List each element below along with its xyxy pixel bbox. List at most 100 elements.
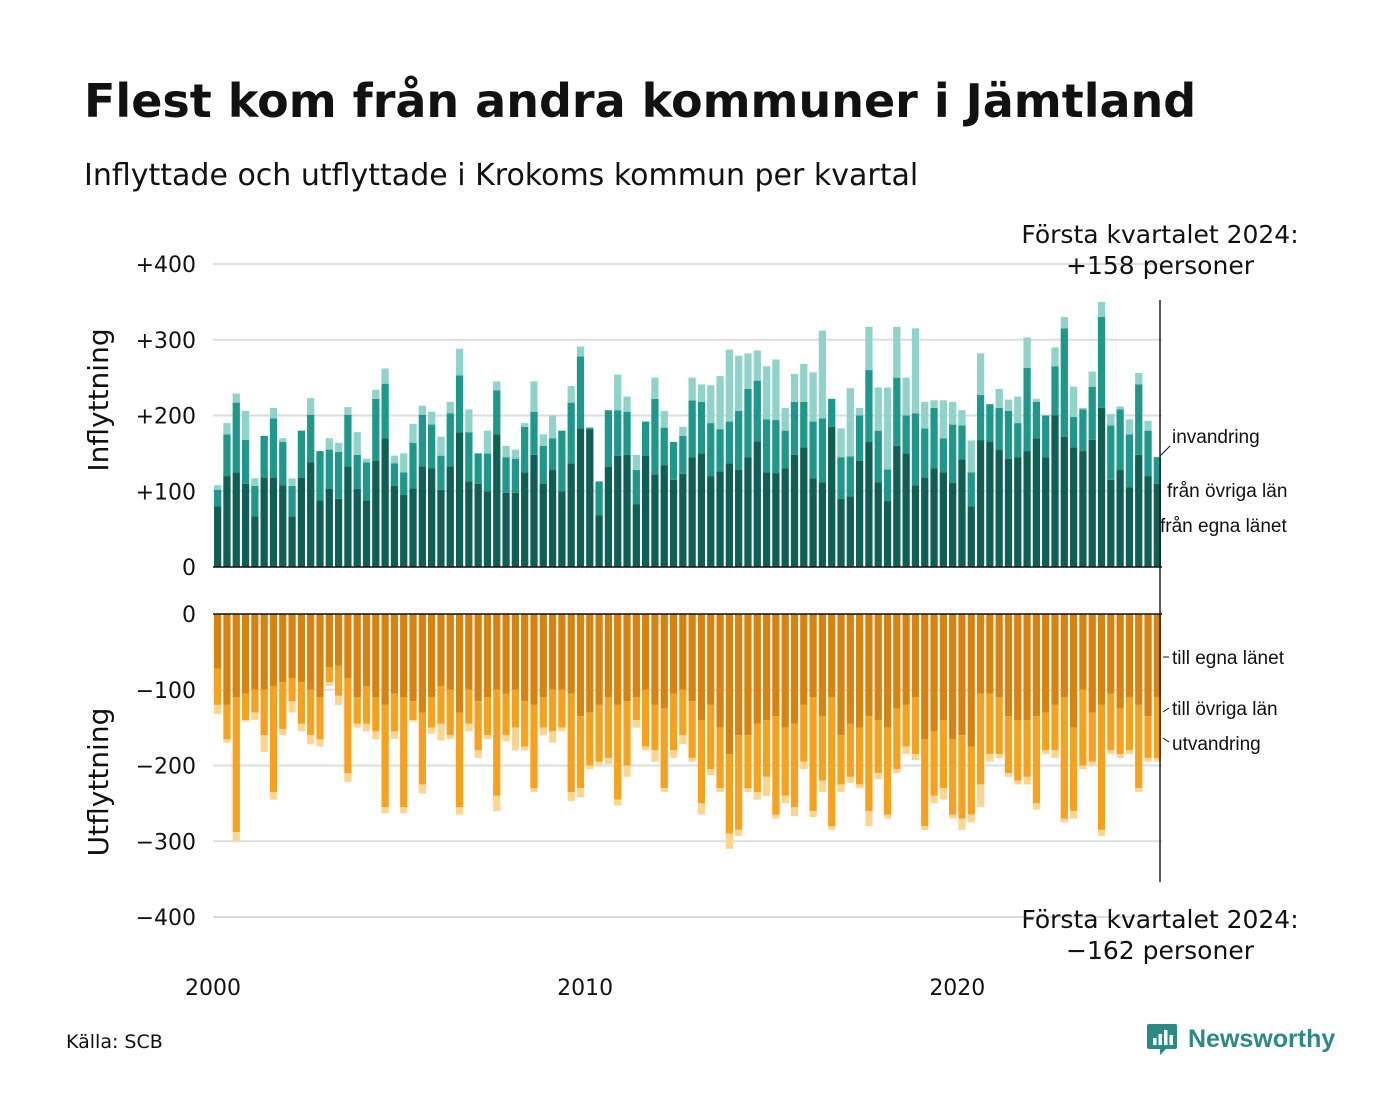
outflow-bar-other-counties	[930, 731, 938, 796]
inflow-bar-own-county	[214, 506, 222, 567]
inflow-bar-immigration	[688, 377, 696, 401]
outflow-bar-emigration	[772, 814, 780, 819]
inflow-bar-other-counties	[846, 456, 854, 497]
inflow-bar-own-county	[483, 491, 492, 567]
inflow-bar-own-county	[753, 441, 761, 567]
outflow-bar-own-county	[623, 614, 631, 702]
outflow-bar-other-counties	[949, 738, 957, 815]
outflow-bar-own-county	[1088, 614, 1096, 713]
inflow-bar-immigration	[893, 326, 901, 378]
inflow-bar-other-counties	[902, 415, 910, 454]
outflow-bar-own-county	[232, 614, 240, 698]
inflow-bar-immigration	[502, 445, 510, 458]
inflow-bar-immigration	[623, 396, 631, 412]
inflow-bar-own-county	[269, 477, 278, 567]
outflow-bar-emigration	[493, 795, 501, 811]
outflow-bar-own-county	[707, 614, 715, 705]
outflow-bar-other-counties	[865, 716, 873, 811]
outflow-bar-emigration	[1088, 761, 1096, 766]
outflow-bar-emigration	[232, 832, 240, 842]
outflow-bar-own-county	[567, 614, 575, 694]
outflow-bar-own-county	[586, 614, 594, 713]
outflow-bar-emigration	[716, 788, 724, 793]
inflow-bar-own-county	[614, 455, 622, 567]
outflow-bar-own-county	[418, 614, 426, 713]
outflow-bar-other-counties	[772, 716, 780, 815]
inflow-bar-other-counties	[381, 383, 389, 439]
outflow-bar-other-counties	[548, 689, 557, 732]
outflow-bar-emigration	[539, 727, 547, 736]
outflow-bar-other-counties	[511, 689, 520, 728]
inflow-bar-own-county	[893, 445, 901, 567]
inflow-bar-immigration	[1107, 413, 1115, 426]
outflow-bar-emigration	[911, 754, 920, 761]
inflow-bar-own-county	[521, 472, 529, 567]
outflow-bar-other-counties	[837, 735, 845, 785]
outflow-bar-emigration	[530, 788, 538, 793]
outflow-bar-own-county	[697, 614, 706, 721]
outflow-bar-own-county	[1032, 614, 1041, 717]
inflow-tick-label: +100	[136, 480, 196, 505]
outflow-bar-emigration	[586, 765, 594, 770]
outflow-bar-own-county	[865, 614, 873, 717]
outflow-bar-other-counties	[483, 697, 492, 736]
inflow-bar-other-counties	[716, 429, 724, 472]
inflow-bar-immigration	[1023, 337, 1031, 368]
inflow-bar-own-county	[874, 482, 882, 567]
inflow-bar-own-county	[297, 477, 306, 567]
inflow-bar-own-county	[1051, 415, 1059, 567]
outflow-tick-labels: 0 −100 −200 −300 −400	[136, 603, 196, 931]
outflow-bar-other-counties	[1107, 693, 1115, 751]
outflow-bar-other-counties	[334, 665, 343, 696]
outflow-bar-own-county	[1097, 614, 1106, 705]
outflow-bar-own-county	[558, 614, 566, 690]
inflow-bar-own-county	[669, 479, 678, 567]
inflow-bar-other-counties	[1060, 328, 1068, 437]
outflow-bar-other-counties	[418, 712, 426, 785]
inflow-bar-own-county	[530, 454, 538, 567]
outflow-bar-own-county	[214, 614, 222, 669]
inflow-bar-own-county	[539, 483, 547, 567]
outflow-bar-own-county	[1116, 614, 1124, 709]
inflow-bar-other-counties	[362, 462, 371, 501]
inflow-bar-own-county	[1088, 439, 1096, 567]
inflow-bar-other-counties	[614, 410, 622, 456]
inflow-bar-other-counties	[576, 356, 585, 429]
outflow-bars	[213, 613, 1162, 849]
invandring-leader	[1159, 445, 1171, 457]
inflow-bar-immigration	[521, 423, 529, 427]
inflow-bar-own-county	[279, 485, 287, 567]
outflow-bar-emigration	[437, 723, 445, 741]
outflow-bar-own-county	[344, 614, 352, 679]
inflow-bar-immigration	[1125, 419, 1134, 435]
outflow-bar-emigration	[949, 814, 957, 819]
inflow-bar-immigration	[288, 478, 296, 486]
inflow-bar-other-counties	[428, 424, 436, 469]
outflow-bar-own-county	[967, 614, 975, 747]
outflow-bar-own-county	[576, 614, 585, 717]
outflow-bar-other-counties	[232, 697, 240, 833]
inflow-bar-other-counties	[223, 434, 231, 477]
outflow-bar-other-counties	[1079, 689, 1087, 766]
inflow-bar-immigration	[446, 401, 454, 414]
inflow-bar-own-county	[1135, 454, 1143, 567]
outflow-bar-own-county	[400, 614, 408, 698]
outflow-bar-other-counties	[790, 723, 799, 808]
outflow-bar-own-county	[241, 614, 250, 694]
inflow-bar-own-county	[995, 449, 1003, 567]
outflow-bar-other-counties	[595, 704, 603, 762]
outflow-bar-emigration	[1023, 776, 1031, 785]
outflow-bar-other-counties	[1116, 708, 1124, 755]
outflow-bar-other-counties	[409, 701, 417, 721]
outflow-bar-emigration	[269, 792, 278, 800]
inflow-bar-own-county	[939, 472, 947, 567]
outflow-bar-emigration	[939, 788, 947, 800]
inflow-bar-immigration	[353, 432, 361, 455]
outflow-bar-own-county	[790, 614, 799, 724]
inflow-bar-other-counties	[1135, 384, 1143, 455]
inflow-bar-immigration	[762, 366, 771, 420]
outflow-bar-emigration	[809, 810, 817, 818]
inflow-bar-own-county	[1069, 447, 1078, 567]
inflow-bar-immigration	[707, 385, 715, 424]
